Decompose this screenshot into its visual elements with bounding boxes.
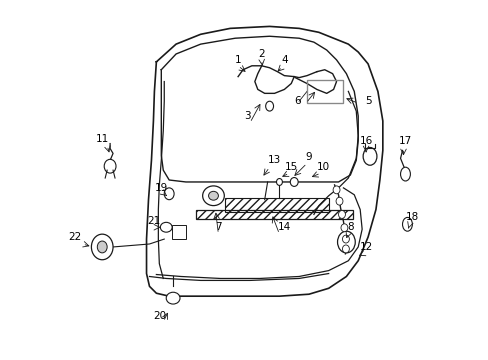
- Bar: [306, 80, 343, 103]
- Ellipse shape: [91, 234, 113, 260]
- Text: 3: 3: [244, 111, 251, 121]
- Ellipse shape: [202, 186, 224, 206]
- Ellipse shape: [400, 167, 409, 181]
- Ellipse shape: [290, 177, 298, 186]
- Text: 13: 13: [267, 155, 281, 165]
- Ellipse shape: [265, 101, 273, 111]
- Text: 19: 19: [154, 183, 167, 193]
- Bar: [172, 225, 185, 239]
- Text: 14: 14: [277, 222, 290, 232]
- Bar: [306, 80, 343, 103]
- Ellipse shape: [363, 148, 376, 165]
- Text: 1: 1: [234, 55, 241, 65]
- Text: 16: 16: [359, 136, 372, 145]
- Ellipse shape: [402, 217, 411, 231]
- Ellipse shape: [104, 159, 116, 173]
- Text: 21: 21: [146, 216, 160, 226]
- Text: 20: 20: [152, 311, 165, 321]
- Ellipse shape: [164, 188, 174, 200]
- Ellipse shape: [337, 231, 355, 253]
- Text: 9: 9: [305, 152, 312, 162]
- Text: 12: 12: [359, 242, 372, 252]
- Ellipse shape: [335, 197, 342, 205]
- Ellipse shape: [97, 241, 107, 253]
- Text: 8: 8: [346, 222, 353, 232]
- Ellipse shape: [166, 292, 180, 304]
- Ellipse shape: [332, 186, 339, 194]
- Text: 17: 17: [398, 136, 411, 145]
- Bar: [195, 210, 352, 219]
- Text: 15: 15: [284, 162, 297, 172]
- Text: 5: 5: [364, 96, 370, 106]
- Ellipse shape: [338, 211, 345, 219]
- Text: 4: 4: [281, 55, 287, 65]
- Bar: [225, 198, 328, 212]
- Text: 22: 22: [68, 232, 81, 242]
- Ellipse shape: [160, 222, 172, 232]
- Ellipse shape: [340, 224, 347, 232]
- Ellipse shape: [208, 191, 218, 200]
- Ellipse shape: [276, 179, 282, 185]
- Text: 6: 6: [293, 96, 300, 106]
- Ellipse shape: [342, 235, 348, 243]
- Ellipse shape: [342, 245, 348, 253]
- Text: 7: 7: [215, 222, 221, 232]
- Text: 11: 11: [96, 134, 109, 144]
- Text: 10: 10: [317, 162, 330, 172]
- Text: 18: 18: [405, 212, 418, 222]
- Text: 2: 2: [258, 49, 264, 59]
